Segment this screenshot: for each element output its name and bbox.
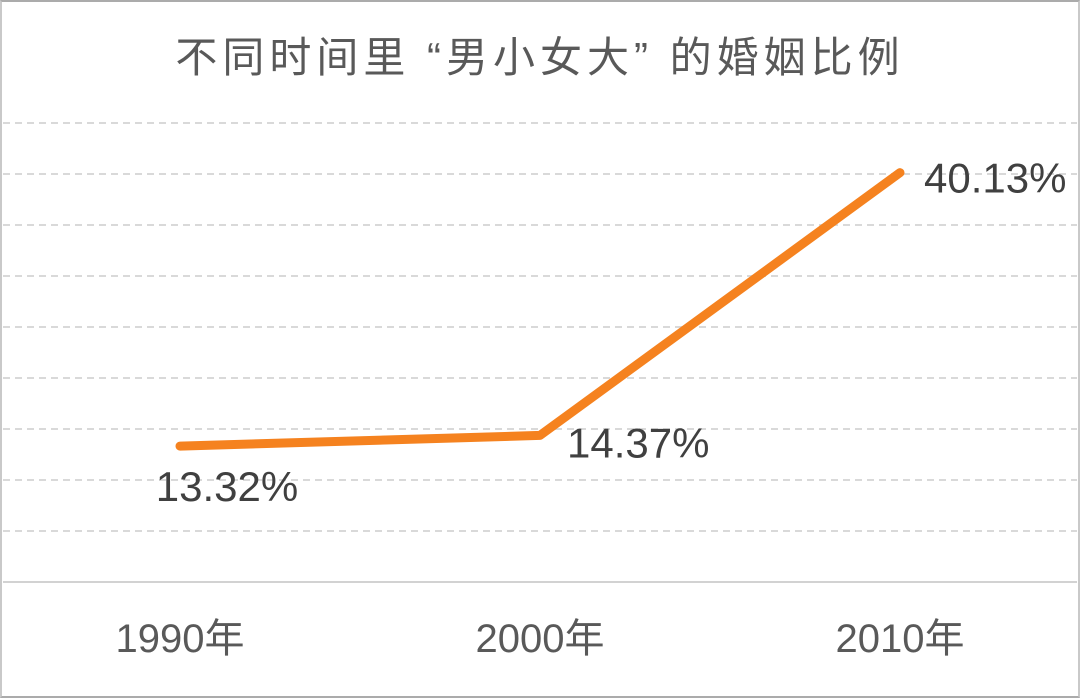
data-label: 13.32% bbox=[156, 463, 298, 510]
data-label: 40.13% bbox=[924, 155, 1066, 202]
data-label: 14.37% bbox=[567, 419, 709, 466]
x-axis-label: 1990年 bbox=[116, 617, 245, 661]
x-axis-label: 2010年 bbox=[836, 617, 965, 661]
x-axis-label: 2000年 bbox=[476, 617, 605, 661]
chart-title: 不同时间里 “男小女大” 的婚姻比例 bbox=[175, 34, 905, 81]
data-series-line bbox=[175, 168, 905, 451]
